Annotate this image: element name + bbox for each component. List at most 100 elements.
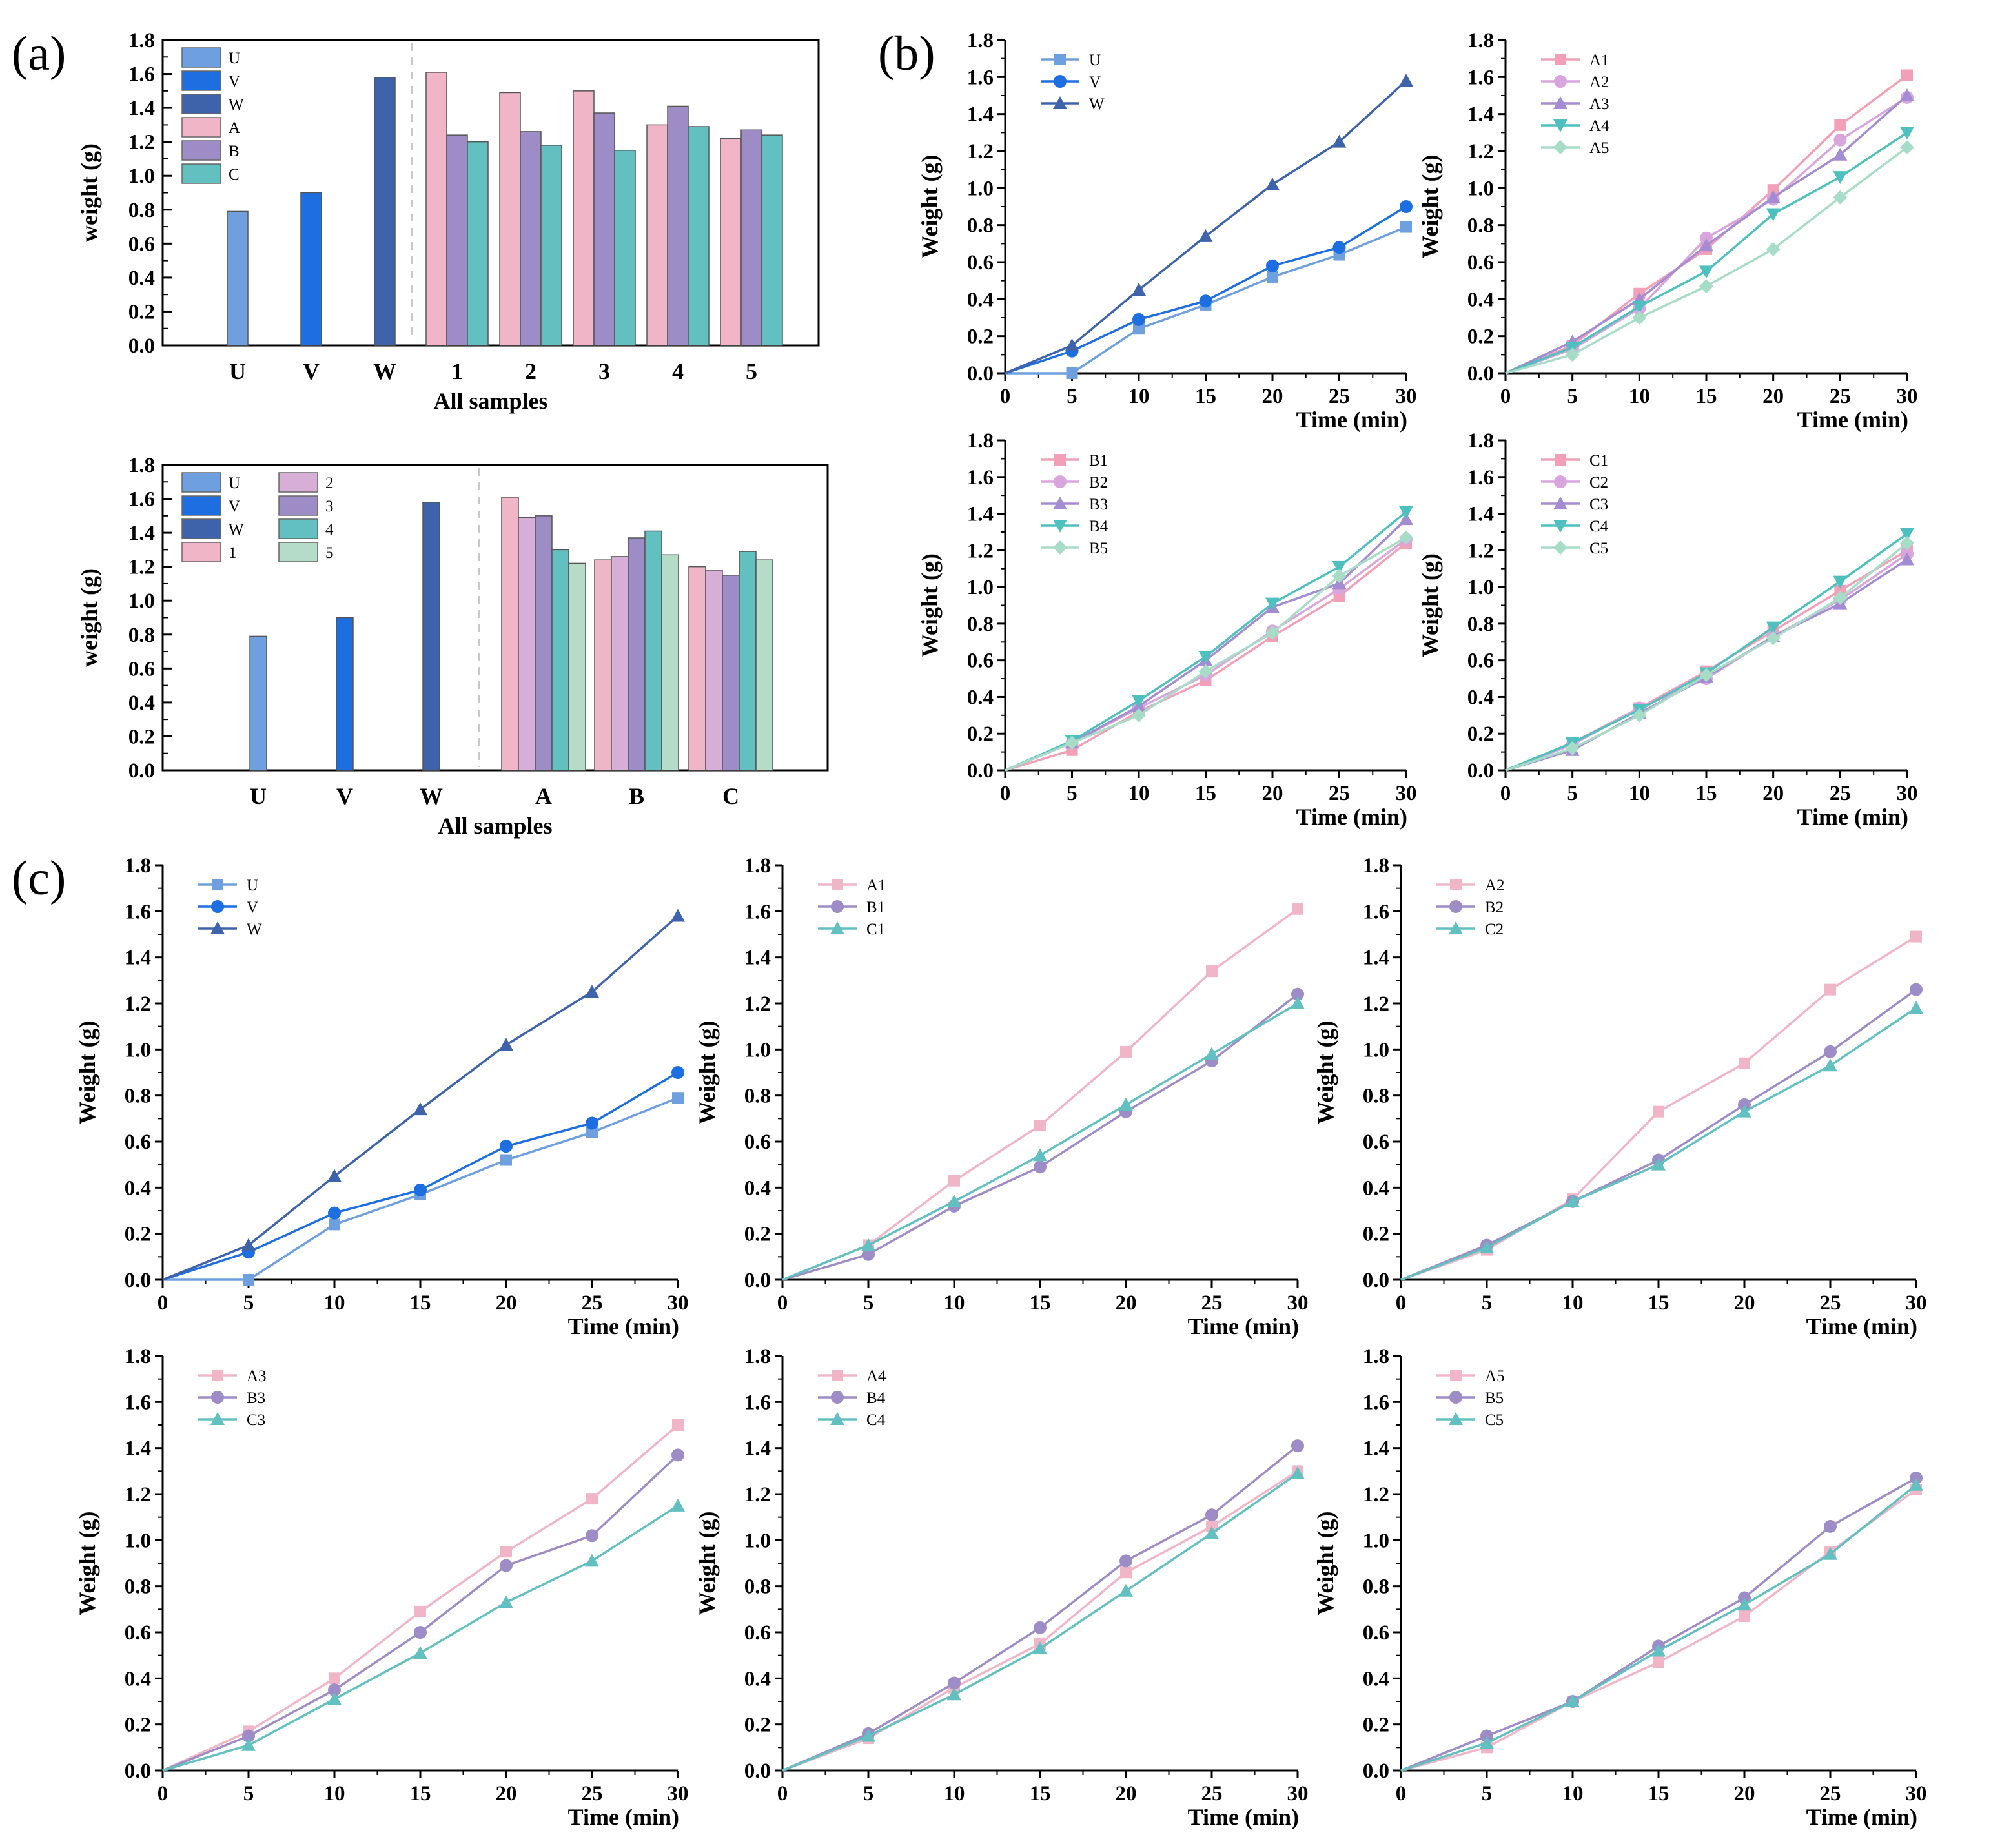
point-B4-25 [1332, 560, 1347, 574]
bar-B-1 [446, 134, 468, 346]
point-C5-15 [1651, 1643, 1666, 1657]
legend-marker-A2 [1450, 879, 1462, 890]
legend-marker-A4 [832, 1370, 843, 1381]
bar-3-C [722, 575, 740, 771]
y-tick-label: 1.0 [125, 1038, 151, 1062]
point-A5-25 [1833, 190, 1848, 205]
y-tick-label: 1.2 [744, 992, 771, 1016]
point-C5-25 [1833, 591, 1848, 606]
y-tick-label: 0.8 [967, 214, 994, 238]
point-A5-15 [1653, 1656, 1664, 1668]
series-line-B4 [1005, 511, 1407, 772]
legend-label-C3: C3 [247, 1412, 265, 1429]
y-tick-label: 1.0 [1363, 1038, 1389, 1062]
legend-marker-W [1053, 96, 1067, 109]
x-tick-label: W [420, 783, 443, 809]
point-U-5 [1066, 367, 1078, 379]
bar-5-C [755, 559, 773, 771]
point-W-15 [413, 1102, 427, 1116]
point-C5-10 [1632, 708, 1647, 723]
bar-C-2 [540, 145, 562, 346]
x-tick-label: C [722, 783, 739, 809]
point-W-20 [1265, 177, 1280, 190]
legend-label-B2: B2 [1485, 899, 1504, 916]
y-tick-label: 1.4 [744, 947, 771, 970]
x-tick-label: 15 [1030, 1782, 1051, 1805]
x-tick-label: 10 [1128, 782, 1150, 805]
legend: UVW 1 2 3 4 5 [181, 472, 334, 562]
point-V-25 [1332, 241, 1346, 254]
line-chart-c-3: 0.0 0.2 0.4 0.6 0.8 1.0 1.2 1.4 1.6 1.8 0 5 10 15 20 25… [74, 1345, 689, 1830]
y-tick-label: 0.8 [125, 1085, 151, 1108]
point-A3-20 [1766, 190, 1781, 203]
x-tick-label: 30 [1287, 1291, 1309, 1315]
legend-label-B3: B3 [1089, 496, 1108, 513]
y-tick-label: 1.2 [1363, 1483, 1389, 1506]
point-V-15 [414, 1183, 427, 1196]
x-tick-label: 30 [1906, 1782, 1927, 1805]
y-tick-label: 1.4 [1467, 503, 1494, 526]
y-tick-label: 0.0 [967, 759, 994, 783]
point-A1-30 [1292, 903, 1303, 915]
point-W-5 [241, 1238, 256, 1251]
point-U-25 [586, 1126, 598, 1138]
y-tick-label: 1.4 [1363, 947, 1389, 970]
y-tick-label: 0.8 [744, 1085, 771, 1108]
x-tick-label: 20 [1734, 1782, 1755, 1805]
series-line-A5 [1505, 146, 1908, 375]
point-W-30 [1399, 74, 1413, 87]
point-B5-10 [1132, 708, 1146, 723]
y-tick-label: 0.8 [1363, 1576, 1389, 1599]
point-C4-30 [1900, 528, 1914, 541]
y-tick-label: 0.4 [1363, 1176, 1389, 1200]
legend-swatch-W [181, 518, 221, 539]
point-C2-5 [1480, 1240, 1494, 1254]
point-V-10 [1132, 313, 1145, 326]
bar-A-5 [720, 138, 742, 346]
legend-marker-A5 [1553, 140, 1567, 154]
y-tick-label: 1.6 [128, 488, 155, 511]
legend-marker-A1 [832, 879, 843, 890]
x-tick-label: 20 [1734, 1291, 1755, 1315]
x-tick-label: 0 [1396, 1291, 1407, 1315]
y-tick-label: 0.0 [128, 759, 155, 783]
x-tick-label: 25 [582, 1782, 603, 1805]
point-B1-30 [1291, 987, 1304, 1001]
bar-1-B [594, 559, 612, 771]
legend-label-W: W [1089, 96, 1105, 113]
legend-marker-C2 [1554, 475, 1567, 488]
legend-label-B4: B4 [1089, 518, 1108, 535]
x-tick-label: 0 [158, 1291, 168, 1315]
legend-label-C1: C1 [1589, 452, 1608, 469]
legend: A4 B4 C4 [818, 1368, 886, 1429]
y-tick-label: 1.0 [967, 177, 994, 200]
legend-label-W: W [229, 96, 244, 114]
point-B3-15 [414, 1626, 427, 1639]
x-tick-label: 25 [1201, 1291, 1223, 1315]
x-tick-label: W [373, 358, 396, 384]
x-tick-label: 20 [1116, 1291, 1137, 1315]
legend-marker-A3 [212, 1370, 223, 1381]
point-A2-25 [1833, 133, 1847, 147]
x-tick-label: 20 [1262, 385, 1283, 408]
legend-label-B2: B2 [1089, 474, 1108, 491]
x-tick-label: U [250, 783, 267, 809]
legend-marker-C3 [210, 1412, 225, 1425]
x-tick-label: 2 [525, 358, 536, 384]
point-C1-15 [1033, 1148, 1047, 1162]
x-axis-label: Time (min) [1188, 1313, 1299, 1339]
y-tick-label: 1.6 [1467, 66, 1494, 89]
y-tick-label: 0.6 [1363, 1621, 1389, 1645]
x-tick-label: 0 [1500, 782, 1511, 805]
point-V-30 [1400, 200, 1413, 213]
bar-5-A [568, 562, 586, 771]
point-A2-20 [1739, 1057, 1750, 1069]
x-tick-label: 0 [158, 1782, 168, 1805]
x-axis-label: All samples [433, 388, 547, 414]
x-tick-label: 15 [1648, 1291, 1669, 1315]
legend-label-A5: A5 [1485, 1368, 1505, 1385]
y-tick-label: 0.4 [1363, 1667, 1389, 1690]
y-tick-label: 0.6 [1363, 1131, 1389, 1154]
x-tick-label: 20 [1116, 1782, 1137, 1805]
point-C1-20 [1119, 1097, 1133, 1111]
